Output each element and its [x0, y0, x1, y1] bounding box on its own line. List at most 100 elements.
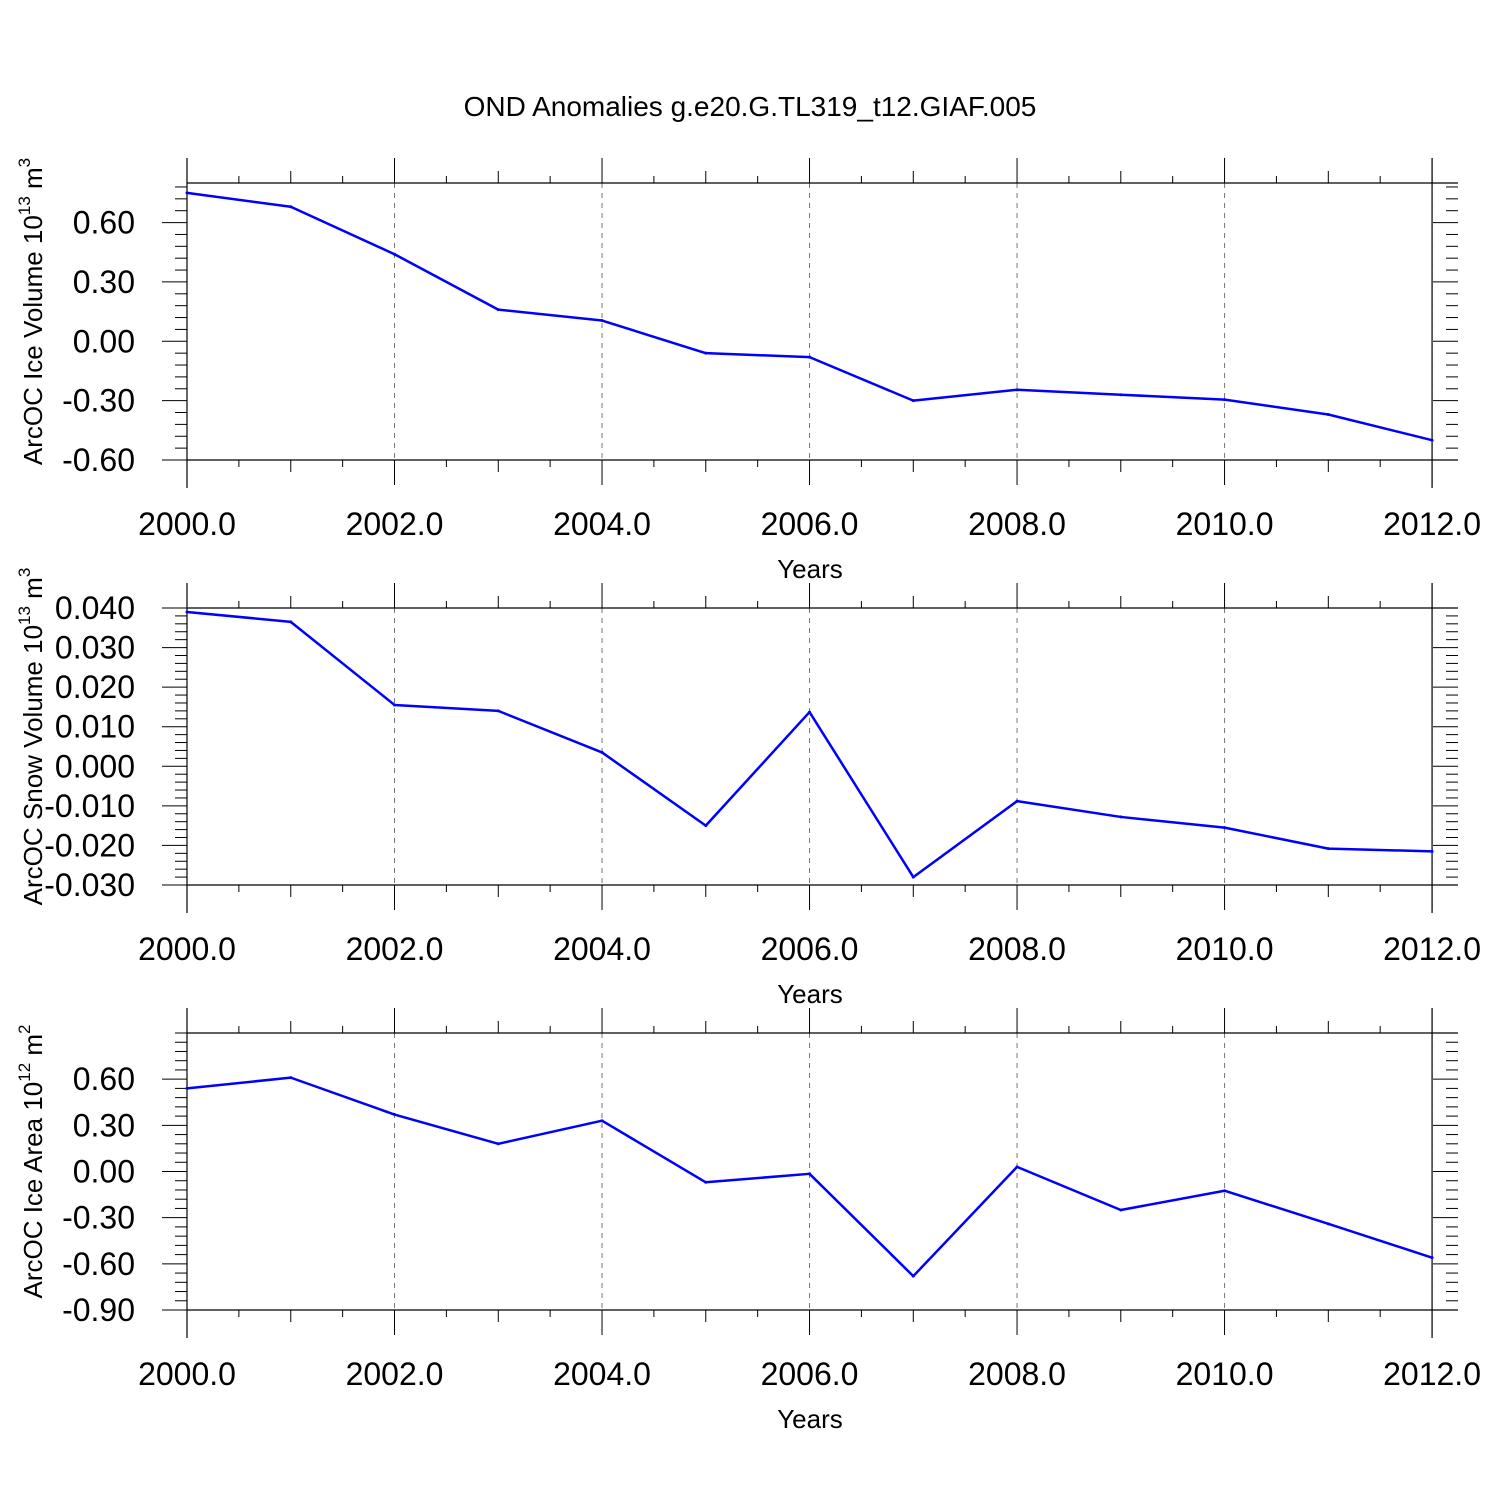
y-tick-label: 0.030: [55, 630, 135, 666]
x-tick-label: 2002.0: [346, 1356, 444, 1392]
x-tick-label: 2004.0: [553, 931, 651, 967]
y-tick-label: -0.60: [62, 442, 135, 478]
data-point: [600, 319, 604, 323]
y-tick-label: -0.010: [44, 788, 135, 824]
x-tick-label: 2000.0: [138, 1356, 236, 1392]
x-tick-label: 2006.0: [761, 506, 859, 542]
y-tick-label: 0.010: [55, 709, 135, 745]
x-tick-label: 2008.0: [968, 931, 1066, 967]
data-point: [1223, 398, 1227, 402]
data-point: [911, 875, 915, 879]
data-point: [185, 191, 189, 195]
x-tick-label: 2010.0: [1176, 931, 1274, 967]
data-point: [1119, 815, 1123, 819]
y-tick-label: 0.00: [73, 1154, 135, 1190]
data-point: [600, 1119, 604, 1123]
y-axis-title-superscript: 3: [15, 568, 34, 577]
y-tick-label: 0.00: [73, 323, 135, 359]
data-point: [808, 355, 812, 359]
y-tick-label: -0.020: [44, 827, 135, 863]
y-axis-title-text: ArcOC Snow Volume 10: [18, 625, 48, 905]
x-tick-label: 2000.0: [138, 506, 236, 542]
x-tick-label: 2006.0: [761, 1356, 859, 1392]
data-point: [496, 709, 500, 713]
y-tick-label: 0.040: [55, 590, 135, 626]
data-point: [1015, 388, 1019, 392]
data-point: [1430, 1256, 1434, 1260]
y-tick-label: 0.000: [55, 748, 135, 784]
y-tick-label: 0.30: [73, 264, 135, 300]
data-point: [393, 1113, 397, 1117]
data-point: [1119, 393, 1123, 397]
y-axis-title-superscript: 12: [15, 1063, 34, 1082]
y-tick-label: 0.020: [55, 669, 135, 705]
data-point: [911, 399, 915, 403]
x-tick-label: 2010.0: [1176, 506, 1274, 542]
data-point: [289, 205, 293, 209]
y-axis-title-text: m: [18, 577, 48, 606]
x-tick-label: 2004.0: [553, 1356, 651, 1392]
data-point: [289, 1076, 293, 1080]
x-axis-title: Years: [777, 979, 843, 1009]
data-point: [393, 252, 397, 256]
y-tick-label: 0.60: [73, 205, 135, 241]
data-point: [1430, 849, 1434, 853]
y-axis-title-text: ArcOC Ice Area 10: [18, 1082, 48, 1299]
data-point: [1326, 412, 1330, 416]
y-axis-title: ArcOC Snow Volume 1013 m3: [15, 568, 48, 906]
data-point: [1119, 1208, 1123, 1212]
y-axis-title-superscript: 3: [15, 158, 34, 167]
y-tick-label: 0.60: [73, 1061, 135, 1097]
y-axis-title-superscript: 2: [15, 1024, 34, 1033]
data-point: [1223, 1189, 1227, 1193]
data-point: [704, 351, 708, 355]
data-point: [1430, 438, 1434, 442]
data-point: [393, 703, 397, 707]
x-axis-title: Years: [777, 554, 843, 584]
data-point: [1015, 1165, 1019, 1169]
data-point: [185, 1086, 189, 1090]
x-tick-label: 2010.0: [1176, 1356, 1274, 1392]
x-tick-label: 2012.0: [1383, 1356, 1481, 1392]
data-point: [1326, 1222, 1330, 1226]
data-point: [808, 1172, 812, 1176]
data-point: [496, 308, 500, 312]
y-axis-title: ArcOC Ice Volume 1013 m3: [15, 158, 48, 465]
x-tick-label: 2006.0: [761, 931, 859, 967]
data-point: [1326, 847, 1330, 851]
data-point: [185, 610, 189, 614]
x-tick-label: 2002.0: [346, 931, 444, 967]
data-point: [1223, 826, 1227, 830]
x-tick-label: 2000.0: [138, 931, 236, 967]
x-tick-label: 2012.0: [1383, 506, 1481, 542]
y-axis-title: ArcOC Ice Area 1012 m2: [15, 1024, 48, 1298]
x-tick-label: 2012.0: [1383, 931, 1481, 967]
y-tick-label: -0.30: [62, 383, 135, 419]
data-point: [808, 710, 812, 714]
data-point: [704, 1180, 708, 1184]
y-axis-title-superscript: 13: [15, 196, 34, 215]
y-tick-label: 0.30: [73, 1107, 135, 1143]
y-tick-label: -0.90: [62, 1292, 135, 1328]
y-tick-label: -0.60: [62, 1246, 135, 1282]
y-tick-label: -0.30: [62, 1200, 135, 1236]
y-axis-title-text: m: [18, 167, 48, 196]
data-point: [1015, 799, 1019, 803]
data-point: [704, 824, 708, 828]
y-axis-title-text: m: [18, 1034, 48, 1063]
y-tick-label: -0.030: [44, 867, 135, 903]
chart-title: OND Anomalies g.e20.G.TL319_t12.GIAF.005: [464, 91, 1037, 122]
x-tick-label: 2002.0: [346, 506, 444, 542]
x-axis-title: Years: [777, 1404, 843, 1434]
y-axis-title-text: ArcOC Ice Volume 10: [18, 215, 48, 465]
data-point: [289, 620, 293, 624]
data-point: [496, 1142, 500, 1146]
x-tick-label: 2004.0: [553, 506, 651, 542]
x-tick-label: 2008.0: [968, 1356, 1066, 1392]
